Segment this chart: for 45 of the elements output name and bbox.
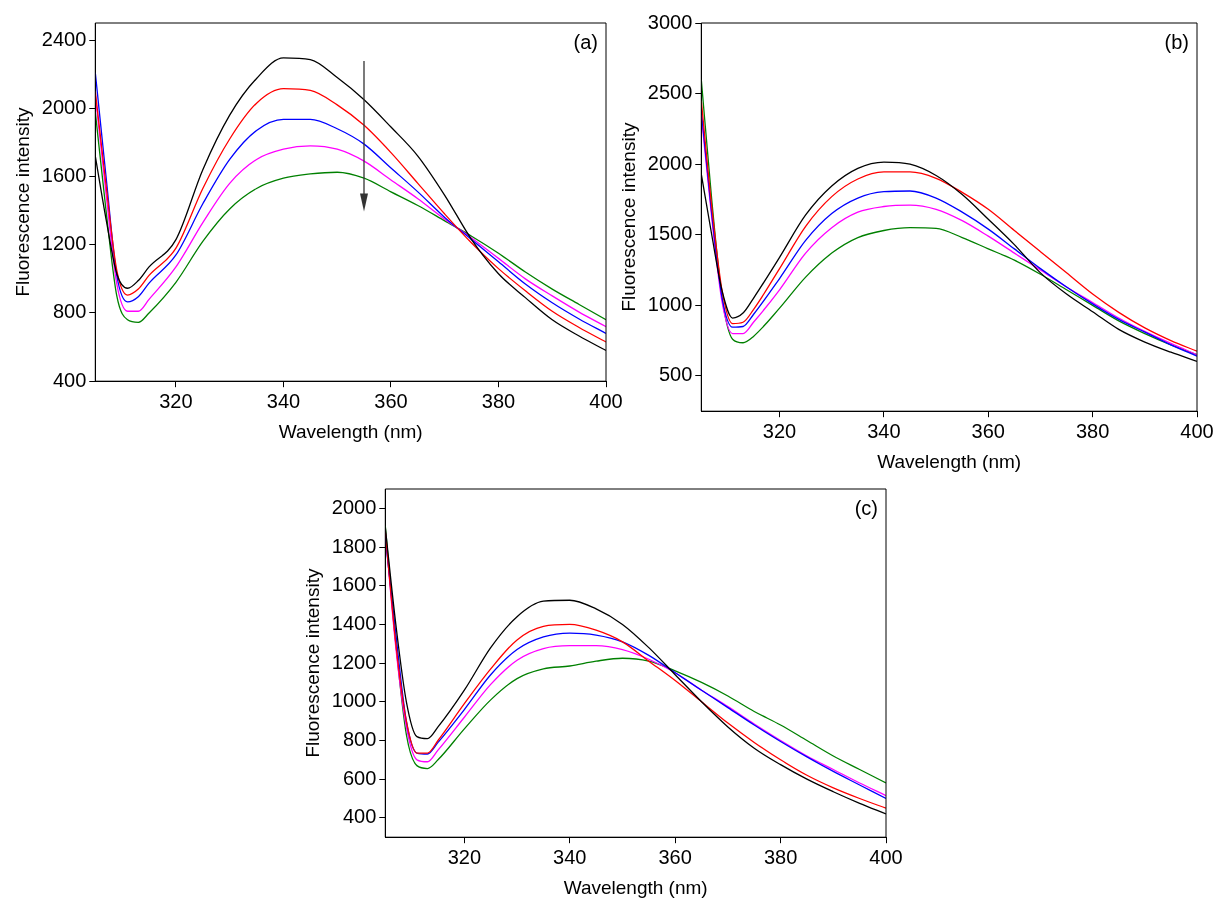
x-axis-title: Wavelength (nm) (278, 420, 423, 442)
y-axis-title: Fluorescence intensity (301, 568, 323, 758)
annotation: (c) (854, 496, 878, 519)
x-tick-label: 320 (762, 419, 797, 442)
y-tick-label: 2000 (647, 151, 693, 174)
y-tick-label: 1000 (647, 292, 693, 315)
y-tick-label: 2400 (41, 27, 87, 50)
y-tick-label: 1000 (331, 689, 377, 712)
y-tick-label: 2500 (647, 81, 693, 104)
x-axis-title: Wavelength (nm) (563, 876, 708, 898)
y-axis-title: Fluorescence intensity (617, 122, 639, 312)
y-tick-label: 1500 (647, 222, 693, 245)
x-tick-label: 340 (867, 419, 901, 442)
y-tick-label: 2000 (331, 495, 377, 518)
y-tick-label: 400 (52, 368, 87, 391)
y-tick-label: 1400 (331, 611, 377, 634)
y-tick-label: 800 (342, 727, 377, 750)
x-tick-label: 380 (1075, 419, 1110, 442)
y-axis-title: Fluorescence intensity (11, 107, 33, 297)
y-tick-label: 1600 (331, 573, 377, 596)
x-tick-label: 340 (266, 389, 301, 412)
x-tick-label: 360 (971, 419, 1005, 442)
x-tick-label: 340 (553, 845, 587, 868)
y-tick-label: 1600 (41, 164, 87, 187)
x-tick-label: 360 (658, 845, 692, 868)
y-tick-label: 600 (342, 766, 377, 789)
x-tick-label: 400 (869, 845, 903, 868)
y-tick-label: 400 (342, 805, 377, 828)
x-tick-label: 400 (1180, 419, 1214, 442)
y-tick-label: 1200 (331, 650, 377, 673)
x-tick-label: 320 (159, 389, 193, 412)
annotation: (a) (573, 30, 598, 53)
x-tick-label: 380 (763, 845, 798, 868)
x-tick-label: 380 (481, 389, 516, 412)
y-tick-label: 1800 (331, 534, 377, 557)
y-tick-label: 800 (52, 300, 87, 323)
y-tick-label: 3000 (647, 10, 693, 33)
x-axis-title: Wavelength (nm) (877, 450, 1022, 472)
y-tick-label: 500 (658, 363, 693, 386)
annotation: (b) (1164, 30, 1189, 53)
x-tick-label: 360 (374, 389, 408, 412)
y-tick-label: 1200 (41, 232, 87, 255)
y-tick-label: 2000 (41, 95, 87, 118)
x-tick-label: 320 (447, 845, 482, 868)
x-tick-label: 400 (589, 389, 623, 412)
